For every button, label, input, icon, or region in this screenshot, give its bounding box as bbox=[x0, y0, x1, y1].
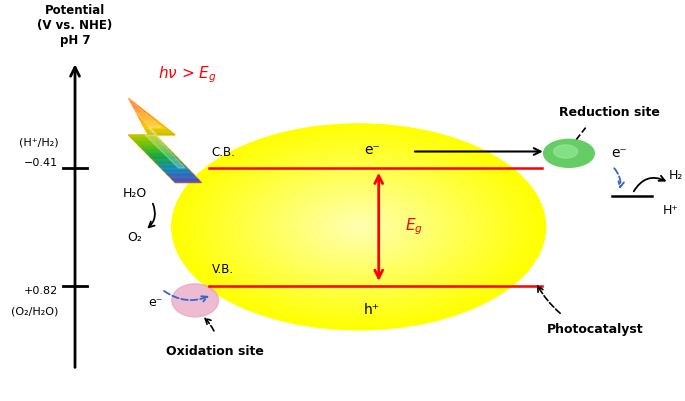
Circle shape bbox=[275, 180, 443, 273]
Polygon shape bbox=[112, 157, 212, 162]
Text: Reduction site: Reduction site bbox=[558, 106, 660, 119]
Circle shape bbox=[251, 168, 466, 286]
Circle shape bbox=[181, 129, 536, 325]
Circle shape bbox=[326, 209, 391, 245]
Circle shape bbox=[200, 140, 518, 314]
Polygon shape bbox=[112, 115, 212, 119]
Polygon shape bbox=[112, 166, 212, 170]
Circle shape bbox=[219, 150, 499, 304]
Circle shape bbox=[228, 155, 490, 299]
Polygon shape bbox=[112, 124, 212, 128]
Circle shape bbox=[303, 196, 414, 258]
Circle shape bbox=[288, 188, 429, 265]
Text: $h\nu$ > $E_g$: $h\nu$ > $E_g$ bbox=[158, 64, 217, 85]
Text: Photocatalyst: Photocatalyst bbox=[547, 323, 644, 336]
Circle shape bbox=[298, 193, 419, 260]
Text: e⁻: e⁻ bbox=[364, 143, 380, 157]
Circle shape bbox=[279, 183, 438, 271]
Circle shape bbox=[284, 186, 434, 268]
Circle shape bbox=[205, 142, 513, 312]
Polygon shape bbox=[112, 153, 212, 157]
Text: (H⁺/H₂): (H⁺/H₂) bbox=[18, 137, 58, 147]
Polygon shape bbox=[122, 98, 185, 168]
Circle shape bbox=[312, 201, 406, 253]
Polygon shape bbox=[112, 162, 212, 166]
Circle shape bbox=[270, 178, 447, 276]
Circle shape bbox=[247, 165, 471, 289]
Circle shape bbox=[177, 126, 541, 327]
Circle shape bbox=[553, 145, 577, 158]
Circle shape bbox=[345, 219, 373, 235]
Polygon shape bbox=[112, 98, 212, 102]
Polygon shape bbox=[112, 111, 212, 115]
Text: e⁻: e⁻ bbox=[611, 146, 627, 160]
Circle shape bbox=[354, 224, 363, 229]
Circle shape bbox=[265, 175, 452, 278]
Polygon shape bbox=[112, 102, 212, 107]
Text: $E_g$: $E_g$ bbox=[406, 217, 423, 237]
Polygon shape bbox=[112, 140, 212, 145]
Circle shape bbox=[186, 132, 532, 322]
Circle shape bbox=[349, 222, 368, 232]
Polygon shape bbox=[112, 170, 212, 174]
Polygon shape bbox=[112, 119, 212, 124]
Polygon shape bbox=[112, 136, 212, 140]
Circle shape bbox=[316, 204, 401, 250]
Text: Oxidation site: Oxidation site bbox=[166, 345, 264, 358]
Text: h⁺: h⁺ bbox=[364, 303, 380, 316]
Circle shape bbox=[172, 124, 545, 330]
Circle shape bbox=[308, 198, 410, 255]
Circle shape bbox=[336, 214, 382, 240]
Circle shape bbox=[256, 170, 462, 284]
Circle shape bbox=[260, 173, 457, 281]
Circle shape bbox=[331, 211, 387, 242]
Text: H₂O: H₂O bbox=[123, 187, 147, 200]
Polygon shape bbox=[112, 132, 212, 136]
Ellipse shape bbox=[172, 284, 219, 317]
Polygon shape bbox=[112, 178, 212, 183]
Text: H₂: H₂ bbox=[669, 169, 683, 182]
Circle shape bbox=[237, 160, 480, 294]
Text: +0.82: +0.82 bbox=[24, 286, 58, 296]
Circle shape bbox=[232, 157, 485, 296]
Circle shape bbox=[321, 206, 396, 247]
Circle shape bbox=[293, 191, 424, 263]
Circle shape bbox=[340, 217, 377, 237]
Text: −0.41: −0.41 bbox=[24, 158, 58, 168]
Circle shape bbox=[223, 152, 494, 302]
Text: e⁻: e⁻ bbox=[148, 296, 162, 309]
Circle shape bbox=[544, 140, 595, 167]
Polygon shape bbox=[128, 98, 202, 183]
Circle shape bbox=[209, 144, 508, 309]
Text: (O₂/H₂O): (O₂/H₂O) bbox=[11, 306, 58, 316]
Circle shape bbox=[242, 162, 475, 291]
Polygon shape bbox=[112, 174, 212, 178]
Circle shape bbox=[190, 134, 527, 320]
Polygon shape bbox=[112, 149, 212, 153]
Polygon shape bbox=[112, 107, 212, 111]
Polygon shape bbox=[112, 145, 212, 149]
Text: C.B.: C.B. bbox=[212, 146, 236, 159]
Circle shape bbox=[214, 147, 503, 307]
Text: V.B.: V.B. bbox=[212, 263, 234, 276]
Text: H⁺: H⁺ bbox=[663, 204, 679, 217]
Text: O₂: O₂ bbox=[127, 231, 142, 244]
Text: Potential
(V vs. NHE)
pH 7: Potential (V vs. NHE) pH 7 bbox=[38, 4, 112, 47]
Circle shape bbox=[195, 137, 522, 317]
Polygon shape bbox=[112, 128, 212, 132]
